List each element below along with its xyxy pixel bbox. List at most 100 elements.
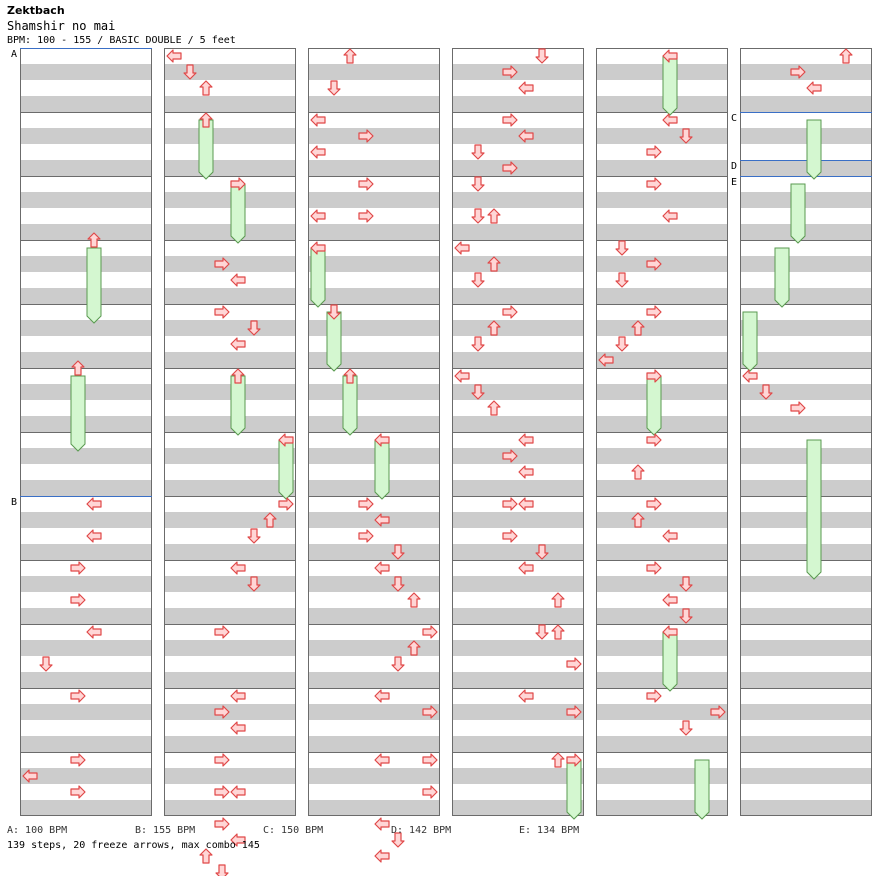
beat-band	[452, 768, 584, 784]
beat-band	[596, 96, 728, 112]
step-arrow-up-icon	[551, 752, 565, 768]
step-arrow-left-icon	[662, 49, 678, 63]
bpm-legend-d: D: 142 BPM	[391, 825, 452, 836]
step-arrow-left-icon	[518, 433, 534, 447]
step-arrow-right-icon	[502, 113, 518, 127]
step-arrow-up-icon	[87, 232, 101, 248]
step-arrow-left-icon	[518, 561, 534, 575]
beat-band	[452, 96, 584, 112]
freeze-arrow	[326, 311, 342, 372]
step-arrow-right-icon	[646, 177, 662, 191]
step-arrow-up-icon	[407, 640, 421, 656]
beat-band	[308, 416, 440, 432]
beat-band	[452, 64, 584, 80]
beat-band	[452, 704, 584, 720]
step-arrow-down-icon	[535, 624, 549, 640]
step-arrow-right-icon	[70, 689, 86, 703]
beat-band	[452, 320, 584, 336]
beat-band	[20, 288, 152, 304]
step-arrow-up-icon	[199, 848, 213, 864]
step-arrow-right-icon	[646, 433, 662, 447]
beat-band	[596, 416, 728, 432]
beat-band	[164, 352, 296, 368]
beat-band	[164, 160, 296, 176]
step-arrow-left-icon	[310, 113, 326, 127]
step-arrow-left-icon	[86, 529, 102, 543]
beat-band	[308, 768, 440, 784]
beat-band	[596, 480, 728, 496]
step-arrow-right-icon	[502, 529, 518, 543]
beat-band	[740, 672, 872, 688]
beat-band	[20, 608, 152, 624]
beat-band	[452, 576, 584, 592]
beat-band	[308, 480, 440, 496]
step-arrow-left-icon	[662, 209, 678, 223]
beat-band	[20, 736, 152, 752]
step-arrow-left-icon	[518, 497, 534, 511]
beat-band	[740, 544, 872, 560]
step-arrow-left-icon	[310, 241, 326, 255]
beat-band	[596, 288, 728, 304]
step-arrow-left-icon	[374, 753, 390, 767]
step-arrow-left-icon	[598, 353, 614, 367]
step-arrow-right-icon	[502, 161, 518, 175]
beat-band	[740, 192, 872, 208]
step-arrow-right-icon	[646, 561, 662, 575]
bpm-marker-label: E	[731, 177, 737, 188]
freeze-arrow	[342, 375, 358, 436]
chart-column-6	[740, 48, 872, 816]
beat-band	[452, 256, 584, 272]
step-arrow-right-icon	[646, 689, 662, 703]
step-arrow-down-icon	[215, 864, 229, 876]
beat-band	[452, 448, 584, 464]
chart-info: BPM: 100 - 155 / BASIC DOUBLE / 5 feet	[7, 35, 236, 46]
step-arrow-left-icon	[230, 561, 246, 575]
beat-band	[596, 576, 728, 592]
beat-band	[308, 160, 440, 176]
step-arrow-down-icon	[679, 608, 693, 624]
step-arrow-left-icon	[662, 113, 678, 127]
step-arrow-left-icon	[230, 273, 246, 287]
beat-band	[164, 224, 296, 240]
beat-band	[452, 672, 584, 688]
beat-band	[20, 384, 152, 400]
beat-band	[308, 224, 440, 240]
beat-band	[20, 192, 152, 208]
freeze-arrow	[646, 375, 662, 436]
beat-band	[20, 416, 152, 432]
step-arrow-left-icon	[374, 561, 390, 575]
step-arrow-down-icon	[327, 80, 341, 96]
step-arrow-left-icon	[230, 689, 246, 703]
beat-band	[596, 640, 728, 656]
step-arrow-right-icon	[422, 785, 438, 799]
beat-band	[740, 384, 872, 400]
beat-band	[164, 608, 296, 624]
step-arrow-up-icon	[231, 368, 245, 384]
beat-band	[596, 192, 728, 208]
beat-band	[308, 384, 440, 400]
step-arrow-right-icon	[710, 705, 726, 719]
chart-column-3	[308, 48, 440, 816]
beat-band	[164, 192, 296, 208]
beat-band	[596, 608, 728, 624]
step-arrow-down-icon	[471, 336, 485, 352]
beat-band	[740, 704, 872, 720]
step-arrow-right-icon	[422, 625, 438, 639]
beat-band	[740, 640, 872, 656]
bpm-legend-a: A: 100 BPM	[7, 825, 68, 836]
step-arrow-right-icon	[214, 625, 230, 639]
beat-band	[740, 768, 872, 784]
beat-band	[164, 704, 296, 720]
step-arrow-down-icon	[39, 656, 53, 672]
beat-band	[452, 352, 584, 368]
step-arrow-right-icon	[646, 145, 662, 159]
step-arrow-left-icon	[230, 833, 246, 847]
bpm-marker-label: A	[11, 49, 17, 60]
step-arrow-up-icon	[631, 512, 645, 528]
beat-band	[596, 256, 728, 272]
freeze-arrow	[790, 183, 806, 244]
beat-band	[452, 608, 584, 624]
beat-band	[164, 96, 296, 112]
step-arrow-up-icon	[263, 512, 277, 528]
beat-band	[20, 640, 152, 656]
